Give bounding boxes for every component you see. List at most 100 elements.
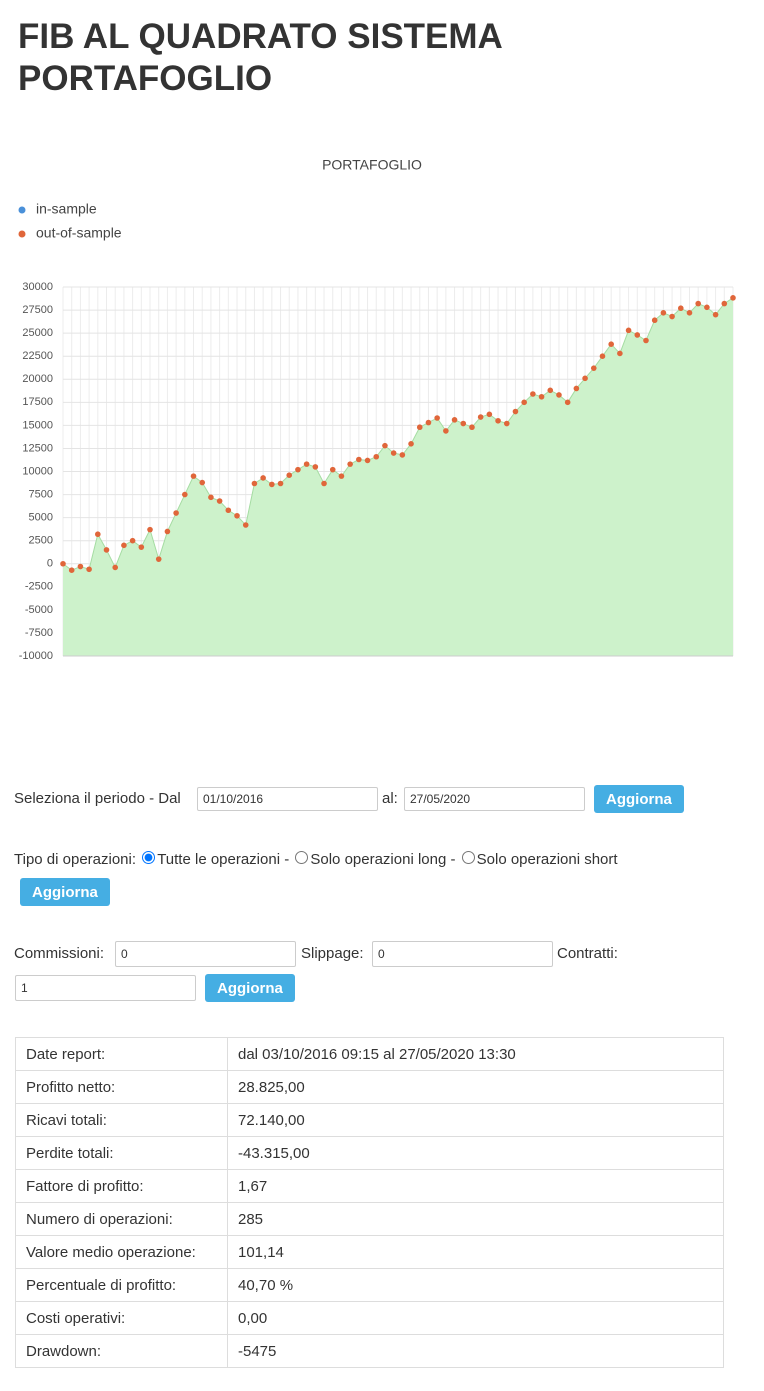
point — [608, 341, 614, 347]
point — [68, 567, 75, 574]
point — [251, 480, 258, 487]
report-row: Costi operativi: 0,00 — [15, 1301, 724, 1335]
point — [277, 480, 284, 487]
line — [62, 297, 734, 571]
update-button[interactable]: Aggiorna — [205, 974, 295, 1002]
y-tick-label: 15000 — [22, 419, 53, 431]
date-to-input[interactable] — [404, 787, 585, 811]
period-to-label: al: — [382, 790, 398, 807]
point — [634, 332, 641, 338]
report-value: 40,70 % — [227, 1268, 724, 1302]
point — [573, 385, 580, 392]
report-label: Numero di operazioni: — [15, 1202, 228, 1236]
report-row: Date report: dal 03/10/2016 09:15 al 27/0… — [15, 1037, 724, 1071]
point — [373, 453, 380, 460]
report-row: Valore medio operazione: 101,14 — [15, 1235, 724, 1269]
point — [669, 313, 675, 320]
update-button[interactable]: Aggiorna — [20, 878, 110, 906]
report-label: Fattore di profitto: — [15, 1169, 228, 1203]
period-label: Seleziona il periodo - Dal — [14, 790, 181, 807]
commissions-label: Commissioni: — [14, 945, 105, 962]
operations-row: Tipo di operazioni: Tutte le operazioni … — [14, 851, 618, 868]
date-from-input[interactable] — [197, 787, 378, 811]
point — [321, 480, 327, 487]
chart-title: PORTAFOGLIO — [322, 157, 422, 173]
report-row: Ricavi totali: 72.140,00 — [15, 1103, 724, 1137]
legend-label: out-of-sample — [36, 225, 122, 241]
legend-marker — [18, 206, 26, 214]
point — [173, 510, 179, 516]
y-tick-label: 12500 — [22, 442, 53, 454]
point — [95, 531, 101, 538]
point — [486, 411, 493, 418]
y-tick-label: 0 — [47, 558, 53, 570]
radio-all[interactable] — [142, 851, 156, 864]
report-value: 0,00 — [227, 1301, 724, 1335]
report-label: Ricavi totali: — [15, 1103, 228, 1137]
point — [155, 556, 162, 562]
point — [538, 393, 545, 400]
y-tick-label: 30000 — [22, 281, 53, 293]
point — [303, 461, 310, 467]
y-tick-label: 7500 — [29, 488, 53, 500]
point — [382, 442, 388, 449]
point — [286, 472, 293, 478]
point — [138, 544, 145, 550]
point — [712, 311, 719, 318]
slippage-label: Slippage: — [301, 945, 364, 962]
contracts-input[interactable] — [15, 975, 196, 1001]
point — [208, 494, 214, 501]
radio-long[interactable] — [295, 851, 309, 864]
report-label: Drawdown: — [15, 1334, 228, 1368]
point — [182, 491, 188, 498]
point — [677, 305, 684, 312]
point — [521, 399, 527, 406]
point — [451, 417, 458, 423]
y-tick-label: 2500 — [29, 535, 53, 547]
point — [721, 300, 728, 307]
point — [617, 350, 623, 357]
point — [564, 399, 571, 406]
radio-short[interactable] — [461, 851, 475, 864]
y-tick-label: -5000 — [25, 604, 53, 616]
report-label: Date report: — [15, 1037, 228, 1071]
point — [356, 456, 362, 463]
update-button[interactable]: Aggiorna — [594, 785, 684, 813]
report-value: dal 03/10/2016 09:15 al 27/05/2020 13:30 — [227, 1037, 724, 1071]
report-row: Percentuale di profitto: 40,70 % — [15, 1268, 724, 1302]
point — [704, 304, 710, 311]
point — [425, 419, 432, 426]
page-title: FIB AL QUADRATO SISTEMA PORTAFOGLIO — [18, 17, 502, 98]
legend-label: in-sample — [36, 201, 97, 217]
radio-label: Solo operazioni short — [476, 851, 618, 868]
point — [338, 473, 345, 479]
point — [312, 464, 319, 470]
point — [260, 475, 266, 481]
slippage-input[interactable] — [372, 941, 553, 967]
point — [164, 528, 171, 535]
report-value: 1,67 — [227, 1169, 724, 1203]
report-value: 101,14 — [227, 1235, 724, 1269]
point — [103, 547, 110, 553]
point — [686, 310, 693, 316]
point — [234, 512, 240, 519]
point — [434, 415, 440, 421]
point — [530, 391, 536, 397]
y-tick-label: 20000 — [22, 373, 53, 385]
point — [469, 424, 475, 431]
radio-label: Solo operazioni long - — [310, 851, 456, 868]
commissions-input[interactable] — [115, 941, 296, 967]
y-tick-label: -7500 — [25, 627, 53, 639]
report-row: Fattore di profitto: 1,67 — [15, 1169, 724, 1203]
report-label: Perdite totali: — [15, 1136, 228, 1170]
y-tick-label: 27500 — [22, 304, 53, 316]
point — [295, 466, 301, 473]
point — [477, 414, 484, 420]
report-label: Profitto netto: — [15, 1070, 228, 1104]
point — [416, 424, 423, 431]
point — [216, 498, 223, 504]
point — [347, 461, 353, 467]
report-row: Perdite totali: -43.315,00 — [15, 1136, 724, 1170]
area — [63, 297, 733, 656]
point — [495, 417, 501, 424]
